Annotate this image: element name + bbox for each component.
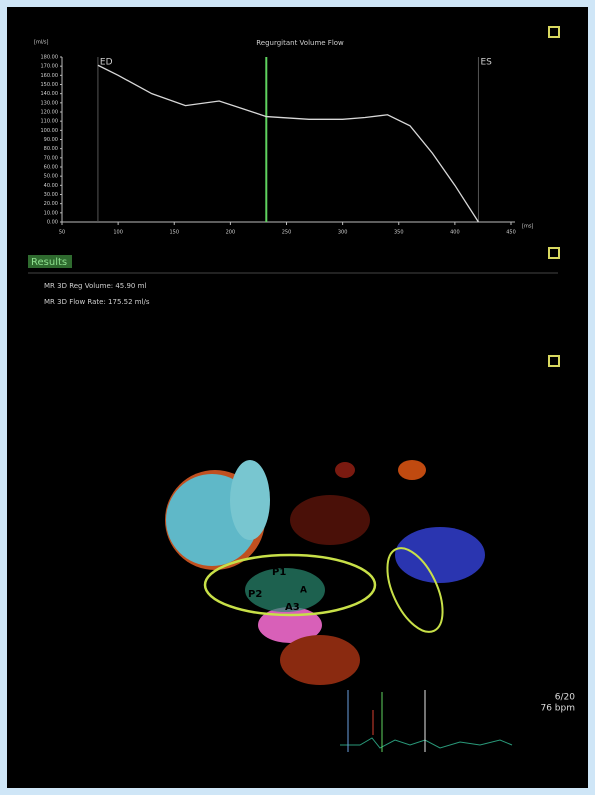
x-axis-label: [ms] (522, 224, 533, 230)
x-tick-label: 200 (226, 230, 236, 236)
y-tick-label: 80.00 (44, 146, 58, 152)
y-tick-label: 110.00 (41, 119, 59, 125)
y-tick-label: 130.00 (41, 100, 59, 106)
y-tick-label: 40.00 (44, 183, 58, 189)
y-axis-label: [ml/s] (34, 40, 49, 46)
result-line: MR 3D Reg Volume: 45.90 ml (44, 282, 146, 290)
y-tick-label: 50.00 (44, 174, 58, 180)
chart-title: Regurgitant Volume Flow (256, 39, 344, 47)
y-tick-label: 60.00 (44, 165, 58, 171)
phase-label: ES (480, 58, 492, 68)
y-tick-label: 120.00 (41, 110, 59, 116)
x-tick-label: 150 (169, 230, 179, 236)
result-line: MR 3D Flow Rate: 175.52 ml/s (44, 298, 150, 306)
image-label: A3 (285, 602, 300, 613)
y-tick-label: 0.00 (47, 220, 58, 226)
screen: Results MR 3D Reg Volume: 45.90 ml MR 3D… (0, 0, 595, 795)
results-tab-label[interactable]: Results (31, 257, 67, 268)
viewer: Results MR 3D Reg Volume: 45.90 ml MR 3D… (0, 0, 595, 795)
image-label: A (300, 586, 307, 596)
x-tick-label: 250 (282, 230, 292, 236)
y-tick-label: 180.00 (41, 55, 59, 61)
y-tick-label: 20.00 (44, 201, 58, 207)
frame-counter: 6/20 (555, 693, 575, 703)
y-tick-label: 170.00 (41, 64, 59, 70)
y-tick-label: 70.00 (44, 155, 58, 161)
x-tick-label: 350 (394, 230, 404, 236)
x-tick-label: 450 (506, 230, 516, 236)
phase-label: ED (100, 58, 113, 68)
x-tick-label: 300 (338, 230, 348, 236)
y-tick-label: 160.00 (41, 73, 59, 79)
image-label: P1 (272, 567, 286, 578)
y-tick-label: 100.00 (41, 128, 59, 134)
x-tick-label: 100 (113, 230, 123, 236)
y-tick-label: 30.00 (44, 192, 58, 198)
y-tick-label: 90.00 (44, 137, 58, 143)
x-tick-label: 400 (450, 230, 460, 236)
y-tick-label: 150.00 (41, 82, 59, 88)
x-tick-label: 50 (59, 230, 65, 236)
y-tick-label: 140.00 (41, 91, 59, 97)
heart-rate: 76 bpm (540, 704, 575, 714)
y-tick-label: 10.00 (44, 210, 58, 216)
image-label: P2 (248, 589, 262, 600)
